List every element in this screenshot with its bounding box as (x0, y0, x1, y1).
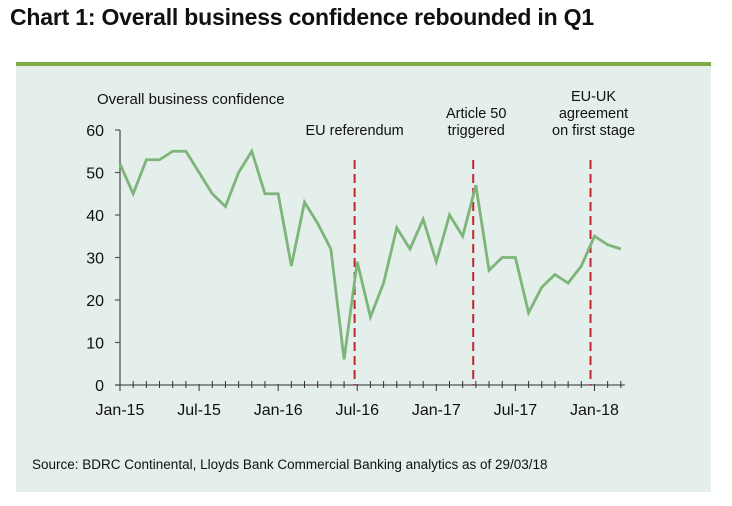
y-tick-label: 40 (86, 208, 104, 225)
series-layer (118, 147, 622, 360)
event-label: triggered (448, 123, 505, 139)
x-axis: Jan-15 Jul-15 Jan-16 Jul-16 Jan-17 Jul-17 Jan-… (96, 381, 625, 419)
y-tick-label: 60 (86, 123, 104, 140)
y-tick-label: 50 (86, 166, 104, 183)
y-tick-label: 0 (95, 378, 104, 395)
y-tick-label: 20 (86, 293, 104, 310)
event-label: on first stage (552, 123, 635, 139)
event-label: agreement (559, 106, 628, 122)
event-label: Article 50 (446, 106, 506, 122)
y-axis-label: Overall business confidence (97, 91, 285, 108)
y-tick-label: 10 (86, 336, 104, 353)
event-label: EU-UK (571, 89, 616, 105)
event-label: EU referendum (305, 123, 403, 139)
x-tick-label: Jul-17 (494, 402, 538, 419)
header-rule (16, 62, 711, 66)
y-tick-label: 30 (86, 251, 104, 268)
x-tick-label: Jan-15 (96, 402, 145, 419)
x-tick-label: Jul-16 (335, 402, 379, 419)
x-tick-label: Jul-15 (177, 402, 221, 419)
chart-panel (16, 62, 711, 492)
chart-title: Chart 1: Overall business confidence reb… (10, 4, 594, 30)
series-line (118, 147, 622, 360)
y-axis: 0 10 20 30 40 50 60 (86, 123, 121, 395)
x-tick-label: Jan-17 (412, 402, 461, 419)
x-tick-label: Jan-18 (570, 402, 619, 419)
source-note: Source: BDRC Continental, Lloyds Bank Co… (32, 457, 548, 472)
x-tick-label: Jan-16 (254, 402, 303, 419)
